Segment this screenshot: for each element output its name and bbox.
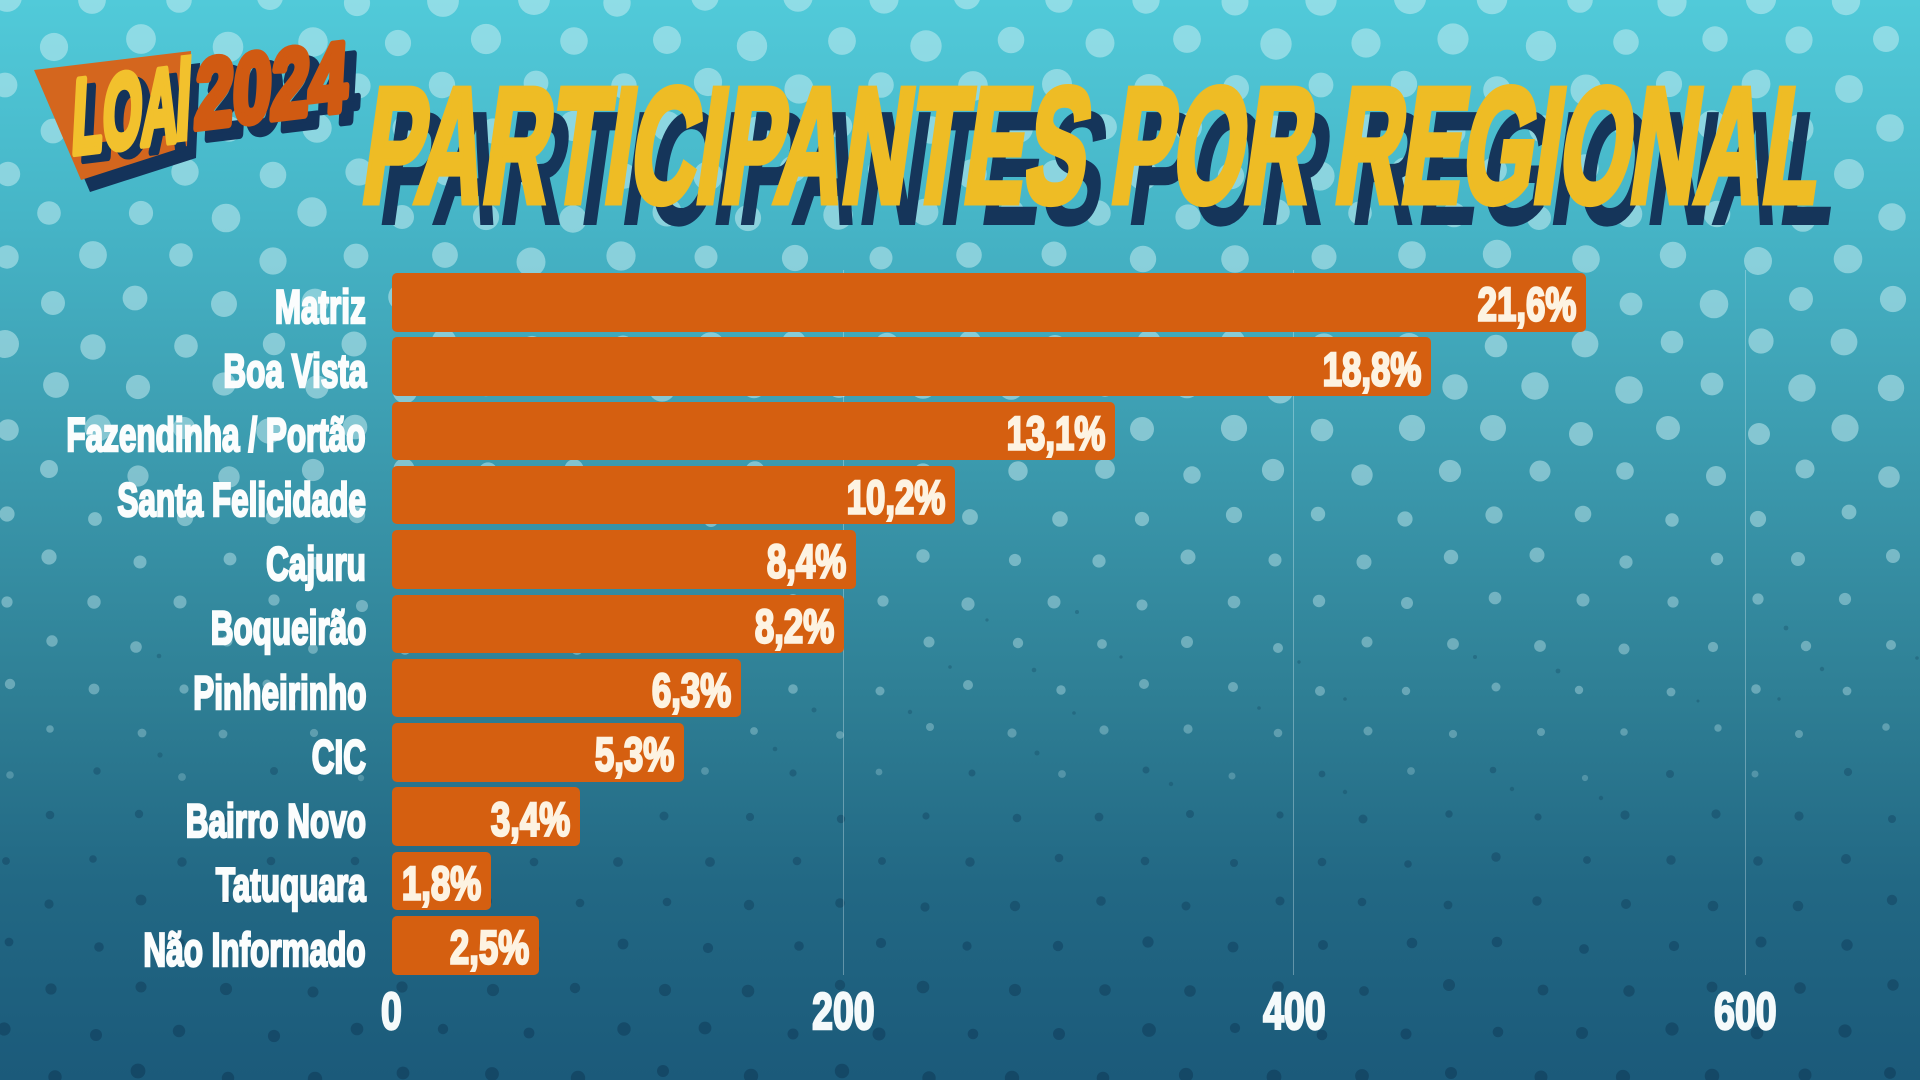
svg-text:2024: 2024 — [193, 22, 351, 149]
svg-text:LOA: LOA — [79, 52, 191, 183]
svg-text:LOA: LOA — [70, 45, 182, 176]
svg-text:2024: 2024 — [204, 33, 362, 160]
